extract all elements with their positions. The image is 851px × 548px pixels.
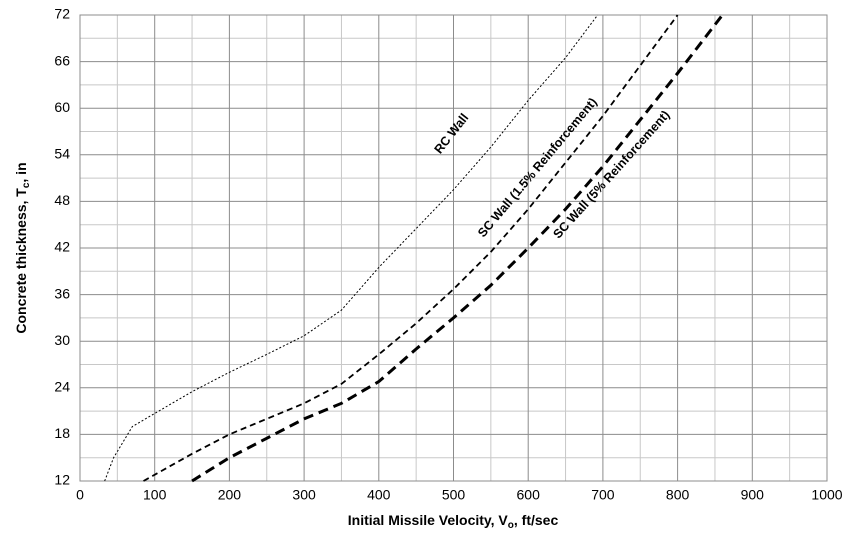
series-line (143, 14, 679, 482)
grid (79, 14, 828, 482)
series-line (104, 14, 599, 482)
x-tick-label: 900 (741, 487, 765, 503)
x-tick-label: 0 (76, 487, 84, 503)
x-tick-label: 100 (143, 487, 167, 503)
series-label: RC Wall (432, 111, 472, 156)
series-line (191, 14, 724, 483)
x-tick-label: 600 (517, 487, 541, 503)
lines (104, 14, 724, 483)
y-axis-label: Concrete thickness, Tc, in (13, 162, 32, 333)
y-tick-label: 36 (54, 285, 70, 301)
labels: 0 100 200 300 400 500 600 700 800 900 1000 12 18 24 30… (54, 6, 842, 503)
x-tick-label: 700 (591, 487, 615, 503)
y-tick-label: 12 (54, 472, 70, 488)
y-tick-label: 54 (54, 146, 70, 162)
x-tick-label: 500 (442, 487, 466, 503)
y-tick-label: 72 (54, 6, 70, 22)
y-tick-label: 18 (54, 425, 70, 441)
x-axis-label: Initial Missile Velocity, Vo, ft/sec (348, 512, 559, 531)
x-tick-label: 300 (292, 487, 316, 503)
x-tick-label: 200 (218, 487, 242, 503)
y-tick-label: 60 (54, 99, 70, 115)
y-tick-label: 30 (54, 332, 70, 348)
x-tick-label: 800 (666, 487, 690, 503)
y-tick-label: 24 (54, 379, 70, 395)
y-tick-label: 42 (54, 239, 70, 255)
plot-border (79, 14, 828, 482)
y-tick-label: 48 (54, 192, 70, 208)
x-tick-label: 400 (367, 487, 391, 503)
x-tick-label: 1000 (811, 487, 842, 503)
y-tick-label: 66 (54, 52, 70, 68)
